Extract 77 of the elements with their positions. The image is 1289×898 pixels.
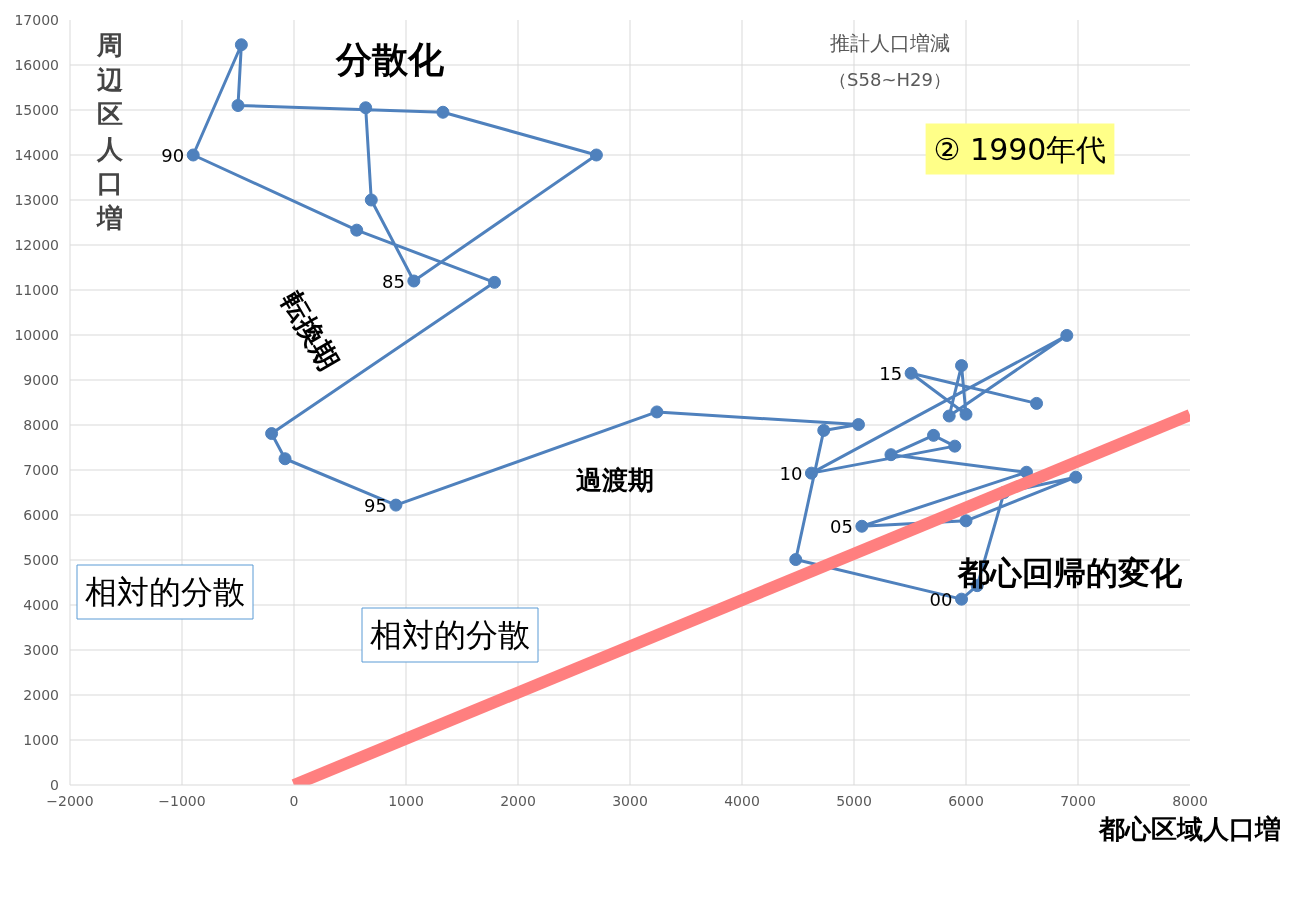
point	[1060, 328, 1074, 342]
text: （S58~H29）	[829, 69, 951, 90]
y-tick-label: 5000	[23, 552, 60, 568]
y-tick-label: 6000	[23, 507, 60, 523]
point	[884, 448, 898, 462]
x-tick-label: 7000	[1060, 793, 1096, 809]
point	[278, 452, 292, 466]
y-tick-label: 8000	[23, 417, 60, 433]
y-tick-label: 1000	[23, 732, 60, 748]
point	[407, 274, 421, 288]
point	[789, 553, 803, 567]
point	[359, 101, 373, 115]
y-tick-label: 17000	[14, 12, 60, 28]
point	[364, 193, 378, 207]
x-tick-label: 8000	[1172, 793, 1208, 809]
point	[1030, 396, 1044, 410]
point	[350, 223, 364, 237]
x-tick-label: 1000	[388, 793, 424, 809]
y-tick-label: 9000	[23, 372, 60, 388]
annotation: 85	[381, 270, 405, 292]
point	[186, 148, 200, 162]
point	[231, 99, 245, 112]
y-tick-label: 4000	[23, 597, 60, 613]
point	[927, 428, 941, 442]
y-tick-label: 7000	[23, 462, 60, 478]
y-tick-label: 15000	[14, 102, 60, 118]
point	[959, 407, 973, 421]
y-tick-label: 2000	[23, 687, 60, 703]
y-tick-label: 16000	[14, 57, 60, 73]
y-tick-label: 10000	[14, 327, 60, 343]
point	[487, 275, 501, 289]
y-axis-title: 周辺区人口増	[96, 30, 124, 233]
point	[942, 409, 956, 423]
annotation: 95	[364, 494, 387, 516]
y-tick-label: 3000	[23, 642, 60, 658]
annotation: 転換期	[274, 286, 346, 376]
point	[804, 466, 818, 480]
y-tick-label: 12000	[14, 237, 60, 253]
point	[234, 38, 248, 52]
annotation: 分散化	[335, 38, 445, 80]
annotation: 相対的分散	[85, 573, 245, 611]
annotation: 05	[829, 515, 853, 537]
point	[389, 498, 403, 512]
y-tick-label: 0	[50, 777, 60, 793]
point	[855, 519, 869, 533]
x-tick-label: −2000	[46, 793, 94, 809]
text: 推計人口増減	[830, 31, 950, 55]
point	[589, 148, 603, 162]
point	[851, 418, 865, 432]
x-tick-label: −1000	[158, 793, 206, 809]
x-tick-label: 5000	[836, 793, 872, 809]
x-tick-label: 0	[289, 793, 299, 809]
annotation: 10	[779, 462, 803, 484]
point	[904, 366, 918, 380]
annotation: 15	[879, 362, 903, 384]
point	[817, 423, 831, 437]
point	[650, 405, 664, 419]
point	[955, 359, 969, 373]
x-axis-title: 都心区域人口増	[1098, 814, 1281, 844]
annotation: ② 1990年代	[933, 131, 1107, 167]
annotation: 相対的分散	[370, 616, 530, 654]
x-tick-label: 6000	[948, 793, 984, 809]
x-tick-label: 3000	[612, 793, 648, 809]
point	[265, 427, 279, 441]
x-tick-label: 4000	[724, 793, 760, 809]
annotation: 90	[161, 144, 185, 166]
point	[1069, 470, 1083, 484]
y-tick-label: 13000	[14, 192, 60, 208]
point	[959, 514, 973, 528]
point	[436, 105, 450, 119]
point	[955, 592, 969, 606]
point	[948, 439, 962, 453]
annotation: 過渡期	[576, 465, 654, 495]
annotation: 00	[929, 588, 953, 610]
y-tick-label: 11000	[14, 282, 60, 298]
y-tick-label: 14000	[14, 147, 60, 163]
x-tick-label: 2000	[500, 793, 536, 809]
